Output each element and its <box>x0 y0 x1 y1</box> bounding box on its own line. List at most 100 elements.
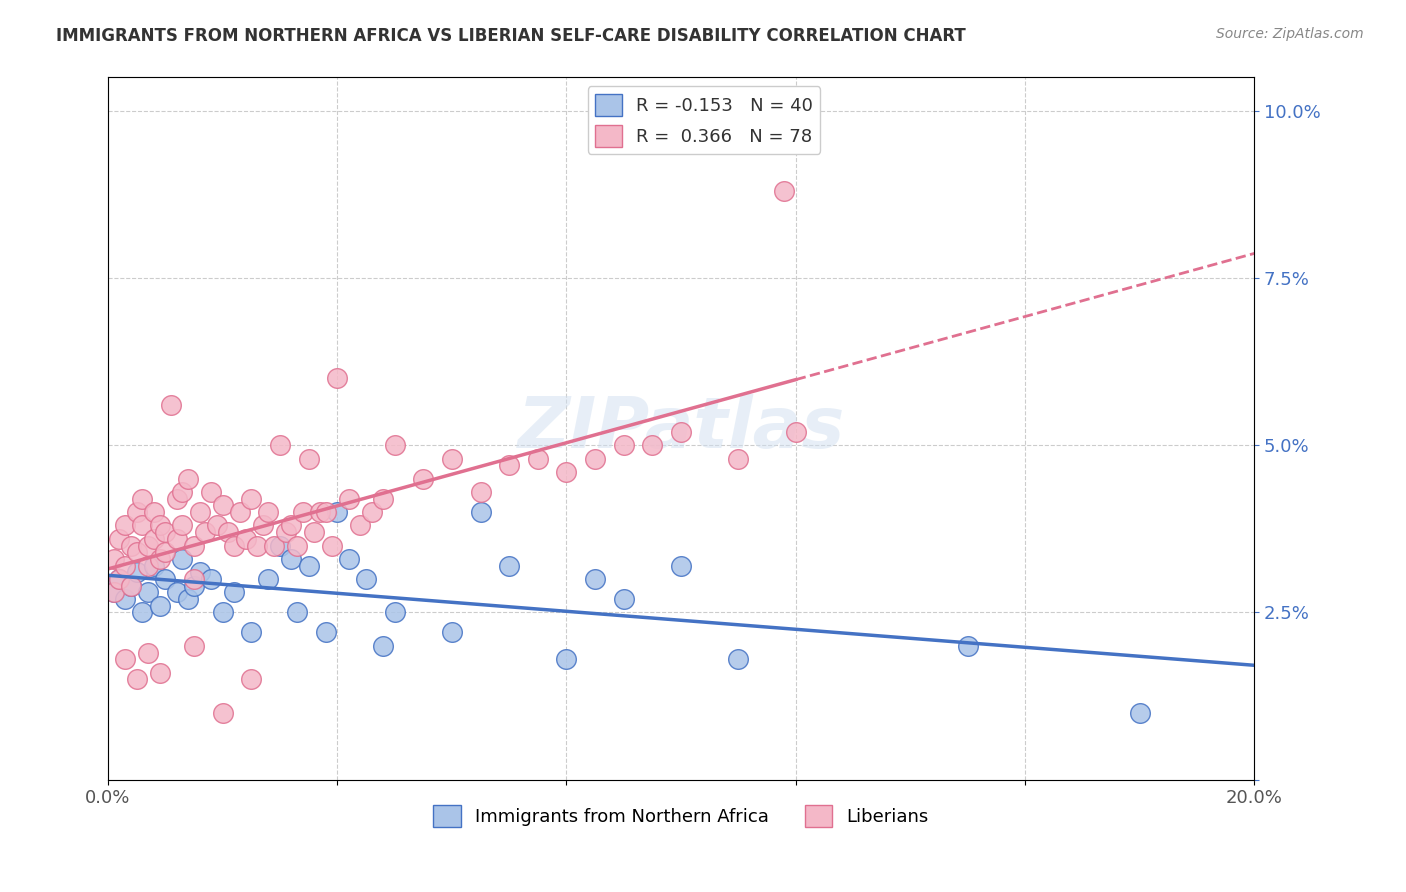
Point <box>148 518 170 533</box>
Point <box>166 532 188 546</box>
Point <box>440 451 463 466</box>
Point <box>217 525 239 540</box>
Point <box>337 491 360 506</box>
Point <box>211 706 233 720</box>
Point <box>326 371 349 385</box>
Point <box>956 639 979 653</box>
Point <box>727 451 749 466</box>
Point <box>114 558 136 573</box>
Point <box>727 652 749 666</box>
Point <box>349 518 371 533</box>
Point <box>200 572 222 586</box>
Point <box>120 539 142 553</box>
Point <box>229 505 252 519</box>
Point <box>172 552 194 566</box>
Point <box>160 398 183 412</box>
Point <box>166 585 188 599</box>
Point <box>183 579 205 593</box>
Point <box>142 532 165 546</box>
Point <box>555 465 578 479</box>
Point <box>326 505 349 519</box>
Point <box>412 472 434 486</box>
Point <box>183 572 205 586</box>
Point <box>263 539 285 553</box>
Point <box>131 491 153 506</box>
Point <box>205 518 228 533</box>
Point <box>384 606 406 620</box>
Point <box>142 558 165 573</box>
Point <box>291 505 314 519</box>
Point <box>235 532 257 546</box>
Point <box>103 585 125 599</box>
Point <box>371 639 394 653</box>
Point <box>222 585 245 599</box>
Point <box>148 599 170 613</box>
Point <box>470 485 492 500</box>
Point <box>194 525 217 540</box>
Point <box>285 606 308 620</box>
Point <box>131 518 153 533</box>
Point <box>172 485 194 500</box>
Point <box>125 566 148 580</box>
Point <box>669 558 692 573</box>
Point <box>246 539 269 553</box>
Point <box>155 572 177 586</box>
Point <box>498 458 520 473</box>
Text: ZIPatlas: ZIPatlas <box>517 394 845 463</box>
Point <box>103 585 125 599</box>
Point <box>136 646 159 660</box>
Point <box>285 539 308 553</box>
Point <box>555 652 578 666</box>
Point <box>114 592 136 607</box>
Legend: Immigrants from Northern Africa, Liberians: Immigrants from Northern Africa, Liberia… <box>426 797 936 834</box>
Point <box>108 572 131 586</box>
Point <box>136 585 159 599</box>
Point <box>114 652 136 666</box>
Point <box>108 532 131 546</box>
Point <box>252 518 274 533</box>
Point <box>773 184 796 198</box>
Point <box>155 545 177 559</box>
Point <box>641 438 664 452</box>
Text: IMMIGRANTS FROM NORTHERN AFRICA VS LIBERIAN SELF-CARE DISABILITY CORRELATION CHA: IMMIGRANTS FROM NORTHERN AFRICA VS LIBER… <box>56 27 966 45</box>
Point <box>131 606 153 620</box>
Point <box>125 505 148 519</box>
Point <box>136 558 159 573</box>
Point <box>120 579 142 593</box>
Point <box>371 491 394 506</box>
Text: Source: ZipAtlas.com: Source: ZipAtlas.com <box>1216 27 1364 41</box>
Point <box>108 572 131 586</box>
Point <box>200 485 222 500</box>
Point <box>114 518 136 533</box>
Point <box>360 505 382 519</box>
Point <box>172 518 194 533</box>
Point <box>315 625 337 640</box>
Point <box>309 505 332 519</box>
Point <box>269 539 291 553</box>
Point <box>257 572 280 586</box>
Point <box>498 558 520 573</box>
Point <box>297 451 319 466</box>
Point <box>297 558 319 573</box>
Point <box>321 539 343 553</box>
Point <box>211 606 233 620</box>
Point <box>785 425 807 439</box>
Point <box>583 572 606 586</box>
Point <box>148 665 170 680</box>
Point <box>1129 706 1152 720</box>
Point <box>183 539 205 553</box>
Point <box>280 552 302 566</box>
Point <box>148 552 170 566</box>
Point <box>125 545 148 559</box>
Point <box>211 499 233 513</box>
Point <box>188 505 211 519</box>
Point <box>222 539 245 553</box>
Point <box>257 505 280 519</box>
Point <box>155 525 177 540</box>
Point <box>354 572 377 586</box>
Point <box>177 472 200 486</box>
Point <box>142 505 165 519</box>
Point <box>337 552 360 566</box>
Point <box>384 438 406 452</box>
Point <box>440 625 463 640</box>
